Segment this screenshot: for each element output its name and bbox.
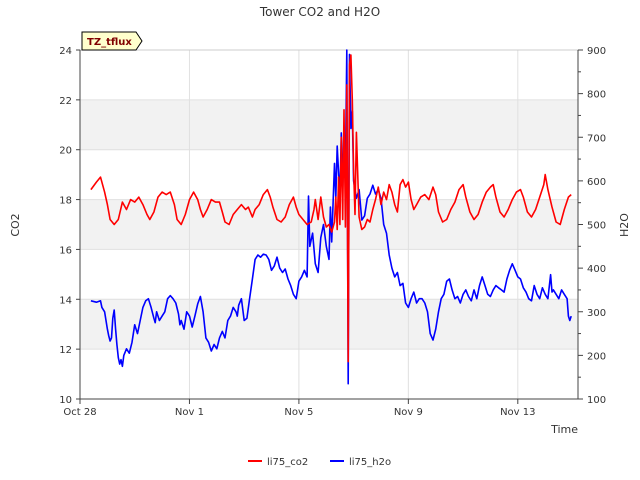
y-tick-label-left: 22 — [59, 96, 72, 107]
series-line-li75-h2o — [90, 49, 572, 385]
plot-bands — [80, 50, 578, 399]
y-tick-label-right: 800 — [587, 90, 606, 101]
y-tick-label-right: 200 — [587, 351, 606, 362]
y-axis-left-title: CO2 — [9, 213, 22, 236]
plot-band — [80, 149, 578, 200]
x-tick-label: Nov 5 — [284, 407, 313, 418]
x-tick-label: Oct 28 — [63, 407, 96, 418]
legend: li75_co2 li75_h2o — [248, 457, 391, 468]
y-tick-label-left: 18 — [59, 196, 72, 207]
chart-title: Tower CO2 and H2O — [259, 5, 380, 19]
x-tick-label: Nov 1 — [175, 407, 204, 418]
site-tag: TZ_tflux — [81, 31, 143, 51]
x-tick-label: Nov 13 — [500, 407, 535, 418]
y-tick-label-left: 20 — [59, 146, 72, 157]
y-tick-label-left: 10 — [59, 395, 72, 406]
x-axis-title: Time — [550, 423, 578, 436]
y-axis-left-ticks: 10 12 14 16 18 20 22 24 — [59, 46, 80, 406]
y-tick-label-left: 14 — [59, 295, 72, 306]
x-axis-ticks: Oct 28 Nov 1 Nov 5 Nov 9 Nov 13 — [63, 399, 536, 418]
y-tick-label-right: 300 — [587, 308, 606, 319]
site-tag-label: TZ_tflux — [87, 37, 132, 48]
legend-label-li75-co2: li75_co2 — [267, 457, 308, 468]
y-tick-label-right: 900 — [587, 46, 606, 57]
plot-band — [80, 99, 578, 150]
site-tag-box — [81, 31, 143, 51]
x-tick-label: Nov 9 — [394, 407, 423, 418]
series-layer — [90, 49, 572, 385]
y-tick-label-right: 400 — [587, 264, 606, 275]
plot-band — [80, 349, 578, 399]
y-axis-right-title: H2O — [618, 213, 631, 237]
series-line-li75-co2 — [90, 54, 572, 363]
legend-label-li75-h2o: li75_h2o — [349, 457, 391, 468]
y-tick-label-right: 100 — [587, 395, 606, 406]
y-tick-label-right: 700 — [587, 133, 606, 144]
plot-band — [80, 50, 578, 100]
plot-band — [80, 299, 578, 350]
y-tick-label-right: 600 — [587, 177, 606, 188]
y-tick-label-left: 12 — [59, 345, 72, 356]
y-axis-right-ticks: 100 200 300 400 500 600 700 800 900 — [578, 46, 606, 406]
y-tick-label-left: 24 — [59, 46, 72, 57]
y-tick-label-left: 16 — [59, 245, 72, 256]
y-tick-label-right: 500 — [587, 221, 606, 232]
